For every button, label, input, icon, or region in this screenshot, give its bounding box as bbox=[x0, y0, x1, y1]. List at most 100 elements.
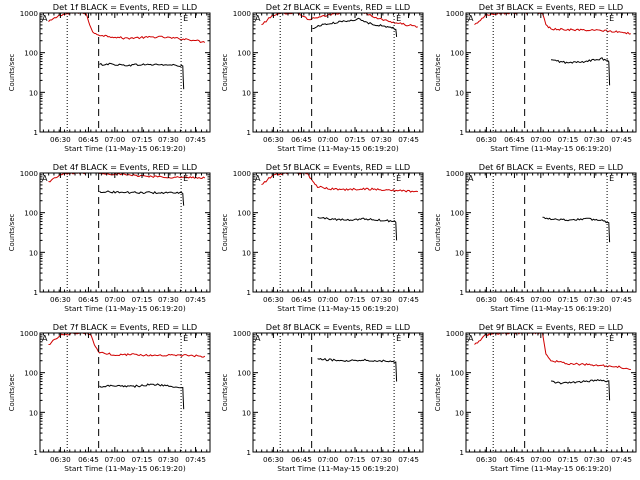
series-group bbox=[48, 333, 206, 410]
y-tick-label: 1000 bbox=[446, 329, 465, 338]
y-tick-label: 1000 bbox=[20, 329, 39, 338]
y-tick-label: 1000 bbox=[446, 169, 465, 178]
series-line-lld bbox=[474, 333, 631, 370]
y-tick-label: 100 bbox=[237, 49, 251, 58]
x-axis-label: Start Time (11-May-15 06:19:20) bbox=[277, 144, 399, 153]
y-tick-label: 100 bbox=[24, 209, 38, 218]
series-line-events bbox=[99, 383, 185, 410]
marker-e: E bbox=[183, 174, 188, 183]
series-line-lld bbox=[261, 13, 419, 28]
plot-frame bbox=[252, 332, 424, 453]
x-tick-label: 07:30 bbox=[584, 135, 605, 144]
x-tick-label: 07:00 bbox=[317, 455, 338, 464]
y-tick-label: 100 bbox=[237, 209, 251, 218]
x-tick-label: 07:45 bbox=[611, 135, 632, 144]
series-group bbox=[474, 13, 632, 86]
y-tick-label: 10 bbox=[242, 88, 252, 97]
plot-frame bbox=[252, 12, 424, 133]
x-axis-label: Start Time (11-May-15 06:19:20) bbox=[490, 144, 612, 153]
x-tick-label: 06:45 bbox=[78, 295, 99, 304]
y-axis-label: Counts/sec bbox=[221, 214, 229, 252]
detector-panel-5: Det 5f BLACK = Events, RED = LLD 1 10 100 10… bbox=[221, 162, 424, 313]
detector-panel-8: Det 8f BLACK = Events, RED = LLD 1 10 100 10… bbox=[221, 322, 424, 473]
y-tick-label: 10 bbox=[242, 248, 252, 257]
x-tick-label: 06:30 bbox=[476, 455, 497, 464]
x-tick-label: 06:30 bbox=[263, 135, 284, 144]
panel-title: Det 2f BLACK = Events, RED = LLD bbox=[266, 2, 410, 12]
x-tick-label: 07:15 bbox=[132, 455, 153, 464]
y-tick-label: 10 bbox=[455, 248, 465, 257]
series-group bbox=[261, 13, 419, 37]
y-tick-label: 10 bbox=[29, 248, 39, 257]
detector-panel-2: Det 2f BLACK = Events, RED = LLD 1 10 100 10… bbox=[221, 2, 424, 153]
panel-title: Det 1f BLACK = Events, RED = LLD bbox=[53, 2, 197, 12]
panel-title: Det 3f BLACK = Events, RED = LLD bbox=[479, 2, 623, 12]
series-line-events bbox=[312, 17, 398, 37]
series-group bbox=[48, 13, 206, 90]
y-axis-label: Counts/sec bbox=[434, 54, 442, 92]
detector-panel-1: Det 1f BLACK = Events, RED = LLD 1 10 100 10… bbox=[8, 2, 211, 153]
x-tick-label: 07:00 bbox=[530, 135, 551, 144]
y-tick-label: 10 bbox=[29, 408, 39, 417]
y-axis-label: Counts/sec bbox=[434, 374, 442, 412]
y-tick-label: 10 bbox=[242, 408, 252, 417]
series-line-events bbox=[317, 216, 398, 241]
marker-a: A bbox=[468, 14, 474, 23]
x-tick-label: 07:00 bbox=[104, 455, 125, 464]
y-tick-label: 1 bbox=[246, 128, 251, 137]
x-tick-label: 07:00 bbox=[317, 295, 338, 304]
series-line-lld bbox=[48, 13, 206, 43]
marker-e: E bbox=[183, 334, 188, 343]
panel-title: Det 9f BLACK = Events, RED = LLD bbox=[479, 322, 623, 332]
x-axis-label: Start Time (11-May-15 06:19:20) bbox=[64, 304, 186, 313]
plot-frame bbox=[465, 12, 637, 133]
x-tick-label: 07:15 bbox=[558, 135, 579, 144]
x-tick-label: 06:45 bbox=[291, 455, 312, 464]
y-tick-label: 100 bbox=[24, 369, 38, 378]
y-tick-label: 1 bbox=[459, 448, 464, 457]
x-tick-label: 07:30 bbox=[158, 135, 179, 144]
y-tick-label: 1 bbox=[459, 288, 464, 297]
x-tick-label: 07:30 bbox=[158, 295, 179, 304]
x-tick-label: 06:30 bbox=[50, 295, 71, 304]
x-tick-label: 07:45 bbox=[611, 295, 632, 304]
marker-a: A bbox=[468, 334, 474, 343]
y-tick-label: 1 bbox=[246, 448, 251, 457]
x-tick-label: 07:15 bbox=[345, 455, 366, 464]
y-tick-label: 1000 bbox=[446, 9, 465, 18]
panel-title: Det 5f BLACK = Events, RED = LLD bbox=[266, 162, 410, 172]
marker-a: A bbox=[42, 14, 48, 23]
series-group bbox=[317, 357, 398, 382]
marker-e: E bbox=[183, 14, 188, 23]
y-tick-label: 1 bbox=[33, 288, 38, 297]
x-axis-label: Start Time (11-May-15 06:19:20) bbox=[64, 144, 186, 153]
y-axis-label: Counts/sec bbox=[8, 214, 16, 252]
y-tick-label: 1000 bbox=[233, 329, 252, 338]
series-line-lld bbox=[474, 13, 632, 35]
panel-title: Det 4f BLACK = Events, RED = LLD bbox=[53, 162, 197, 172]
marker-a: A bbox=[42, 334, 48, 343]
x-tick-label: 07:30 bbox=[158, 455, 179, 464]
y-axis-label: Counts/sec bbox=[221, 374, 229, 412]
y-tick-label: 1 bbox=[33, 128, 38, 137]
x-tick-label: 07:15 bbox=[345, 135, 366, 144]
y-tick-label: 1 bbox=[459, 128, 464, 137]
detector-panel-6: Det 6f BLACK = Events, RED = LLD 1 10 100 10… bbox=[434, 162, 637, 313]
x-tick-label: 07:45 bbox=[611, 455, 632, 464]
x-tick-label: 07:30 bbox=[371, 135, 392, 144]
x-tick-label: 07:15 bbox=[558, 455, 579, 464]
marker-e: E bbox=[609, 14, 614, 23]
series-line-events bbox=[317, 357, 398, 382]
plot-frame bbox=[465, 172, 637, 293]
detector-panel-3: Det 3f BLACK = Events, RED = LLD 1 10 100 10… bbox=[434, 2, 637, 153]
y-tick-label: 1000 bbox=[233, 169, 252, 178]
plot-frame bbox=[465, 332, 637, 453]
y-tick-label: 100 bbox=[237, 369, 251, 378]
x-tick-label: 06:45 bbox=[291, 135, 312, 144]
x-tick-label: 07:15 bbox=[132, 295, 153, 304]
panel-title: Det 7f BLACK = Events, RED = LLD bbox=[53, 322, 197, 332]
series-line-events bbox=[550, 378, 611, 401]
x-tick-label: 07:45 bbox=[185, 455, 206, 464]
marker-a: A bbox=[255, 174, 261, 183]
x-tick-label: 07:00 bbox=[530, 455, 551, 464]
